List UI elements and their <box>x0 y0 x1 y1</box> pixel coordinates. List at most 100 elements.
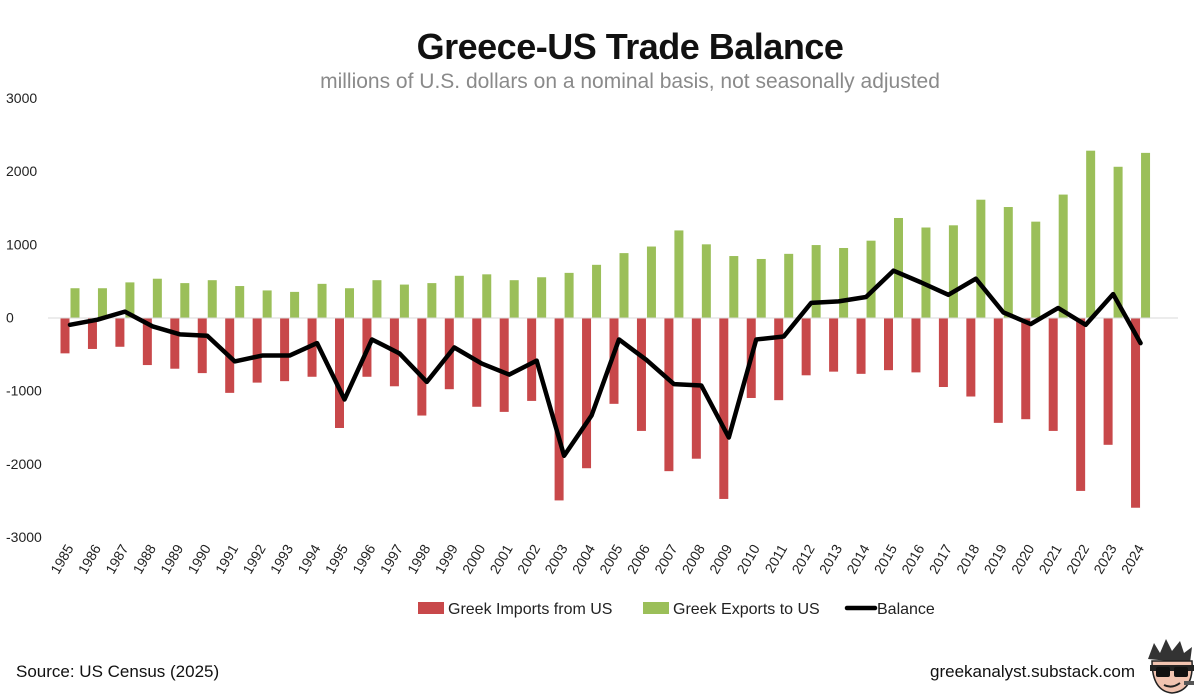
x-tick-label: 2005 <box>596 541 626 576</box>
x-tick-label: 1991 <box>212 541 242 576</box>
x-tick-label: 2021 <box>1035 541 1065 576</box>
x-tick-label: 2022 <box>1063 541 1093 576</box>
bar-export <box>1058 194 1068 318</box>
bar-export <box>152 278 162 318</box>
site-link[interactable]: greekanalyst.substack.com <box>930 662 1136 681</box>
x-tick-label: 2002 <box>514 541 544 576</box>
bar-import <box>719 317 729 499</box>
bar-export <box>372 280 382 318</box>
bar-export <box>427 283 437 318</box>
x-tick-label: 2009 <box>706 541 736 576</box>
bar-import <box>636 317 646 431</box>
bar-export <box>811 245 821 318</box>
legend: Greek Imports from US Greek Exports to US… <box>418 601 935 618</box>
bar-import <box>527 317 537 401</box>
x-tick-label: 2000 <box>459 541 489 576</box>
bar-export <box>97 288 107 318</box>
bar-import <box>966 317 976 397</box>
x-tick-label: 2010 <box>733 541 763 576</box>
x-tick-label: 2020 <box>1008 541 1038 576</box>
bar-import <box>1131 317 1141 508</box>
x-tick-label: 1998 <box>404 541 434 576</box>
bar-import <box>197 317 207 374</box>
bar-export <box>1086 150 1096 318</box>
balance-line <box>67 268 1143 459</box>
x-tick-label: 1999 <box>431 541 461 576</box>
bar-import <box>938 317 948 388</box>
x-tick-label: 1992 <box>239 541 269 576</box>
x-tick-label: 1989 <box>157 541 187 576</box>
bar-export <box>894 217 903 318</box>
bar-export <box>756 258 766 318</box>
bar-import <box>691 317 701 459</box>
bar-export <box>1031 221 1041 318</box>
bar-export <box>317 283 327 318</box>
bar-export <box>262 290 272 318</box>
bar-export <box>537 277 547 318</box>
bar-export <box>207 280 217 318</box>
legend-label-imports: Greek Imports from US <box>448 601 612 618</box>
bar-import <box>417 317 427 416</box>
x-tick-label: 2016 <box>898 541 928 576</box>
y-tick-label: -1000 <box>6 383 42 399</box>
y-tick-label: 3000 <box>6 90 37 106</box>
bar-export <box>180 283 190 318</box>
legend-swatch-imports <box>418 602 444 614</box>
bars-group <box>60 150 1151 508</box>
x-tick-label: 2013 <box>816 541 846 576</box>
x-tick-label: 1994 <box>294 541 324 576</box>
bar-export <box>235 286 245 318</box>
bar-import <box>280 317 290 382</box>
bar-import <box>911 317 921 373</box>
bar-import <box>554 317 564 501</box>
x-tick-label: 2001 <box>486 541 516 576</box>
bar-export <box>701 244 711 318</box>
x-tick-label: 2017 <box>926 541 956 576</box>
bar-export <box>1141 152 1151 318</box>
x-tick-label: 2023 <box>1090 541 1120 576</box>
bar-export <box>784 253 794 318</box>
x-tick-label: 2007 <box>651 541 681 576</box>
bar-import <box>1048 317 1058 431</box>
bar-export <box>866 240 876 318</box>
x-tick-label: 1997 <box>377 541 407 576</box>
avatar-icon <box>1148 639 1194 694</box>
bar-export <box>564 272 574 318</box>
y-tick-label: 1000 <box>6 236 37 252</box>
x-tick-label: 1993 <box>267 541 297 576</box>
bar-export <box>70 288 80 318</box>
bar-import <box>1103 317 1113 445</box>
bar-import <box>884 317 893 371</box>
bar-import <box>829 317 839 372</box>
bar-import <box>801 317 811 376</box>
x-tick-label: 1996 <box>349 541 379 576</box>
bar-export <box>454 275 464 318</box>
bar-export <box>839 247 849 318</box>
bar-import <box>774 317 784 401</box>
x-tick-label: 2004 <box>569 541 599 576</box>
x-tick-label: 2008 <box>679 541 709 576</box>
bar-export <box>1003 207 1013 318</box>
bar-export <box>482 274 492 318</box>
bar-export <box>646 246 656 318</box>
bar-import <box>993 317 1003 423</box>
x-tick-label: 1988 <box>130 541 160 576</box>
y-tick-label: -2000 <box>6 456 42 472</box>
x-tick-label: 1987 <box>102 541 132 576</box>
bar-export <box>345 288 354 318</box>
legend-swatch-exports <box>643 602 669 614</box>
bar-export <box>1113 166 1123 318</box>
legend-label-exports: Greek Exports to US <box>673 601 820 618</box>
bar-import <box>252 317 262 383</box>
bar-import <box>582 317 592 469</box>
y-tick-label: 2000 <box>6 163 37 179</box>
bar-export <box>948 225 958 318</box>
x-tick-label: 2014 <box>843 541 873 576</box>
bar-export <box>976 199 986 318</box>
chart-title: Greece-US Trade Balance <box>416 26 844 67</box>
bar-import <box>1021 317 1031 420</box>
x-tick-label: 2015 <box>871 541 901 576</box>
balance-line-group <box>67 268 1143 459</box>
x-tick-label: 1990 <box>184 541 214 576</box>
